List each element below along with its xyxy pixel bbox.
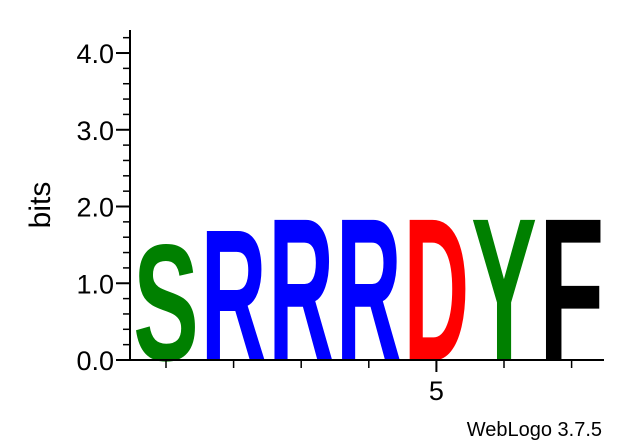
y-tick-label: 0.0: [76, 346, 114, 376]
weblogo-credit: WebLogo 3.7.5: [467, 419, 602, 441]
x-tick-label: 5: [429, 376, 444, 406]
y-tick-label: 4.0: [76, 39, 114, 69]
logo-letter: Y: [471, 175, 537, 403]
y-tick-label: 3.0: [76, 116, 114, 146]
y-tick-label: 2.0: [76, 193, 114, 223]
logo-letter: R: [201, 192, 267, 401]
logo-letter: R: [336, 177, 402, 404]
logo-letter: R: [268, 177, 334, 404]
y-axis-title: bits: [24, 182, 57, 229]
y-tick-label: 1.0: [76, 269, 114, 299]
logo-letter: F: [539, 177, 605, 403]
axis-layer: 0.0 1.0 2.0 3.0 4.0 5: [76, 30, 604, 406]
